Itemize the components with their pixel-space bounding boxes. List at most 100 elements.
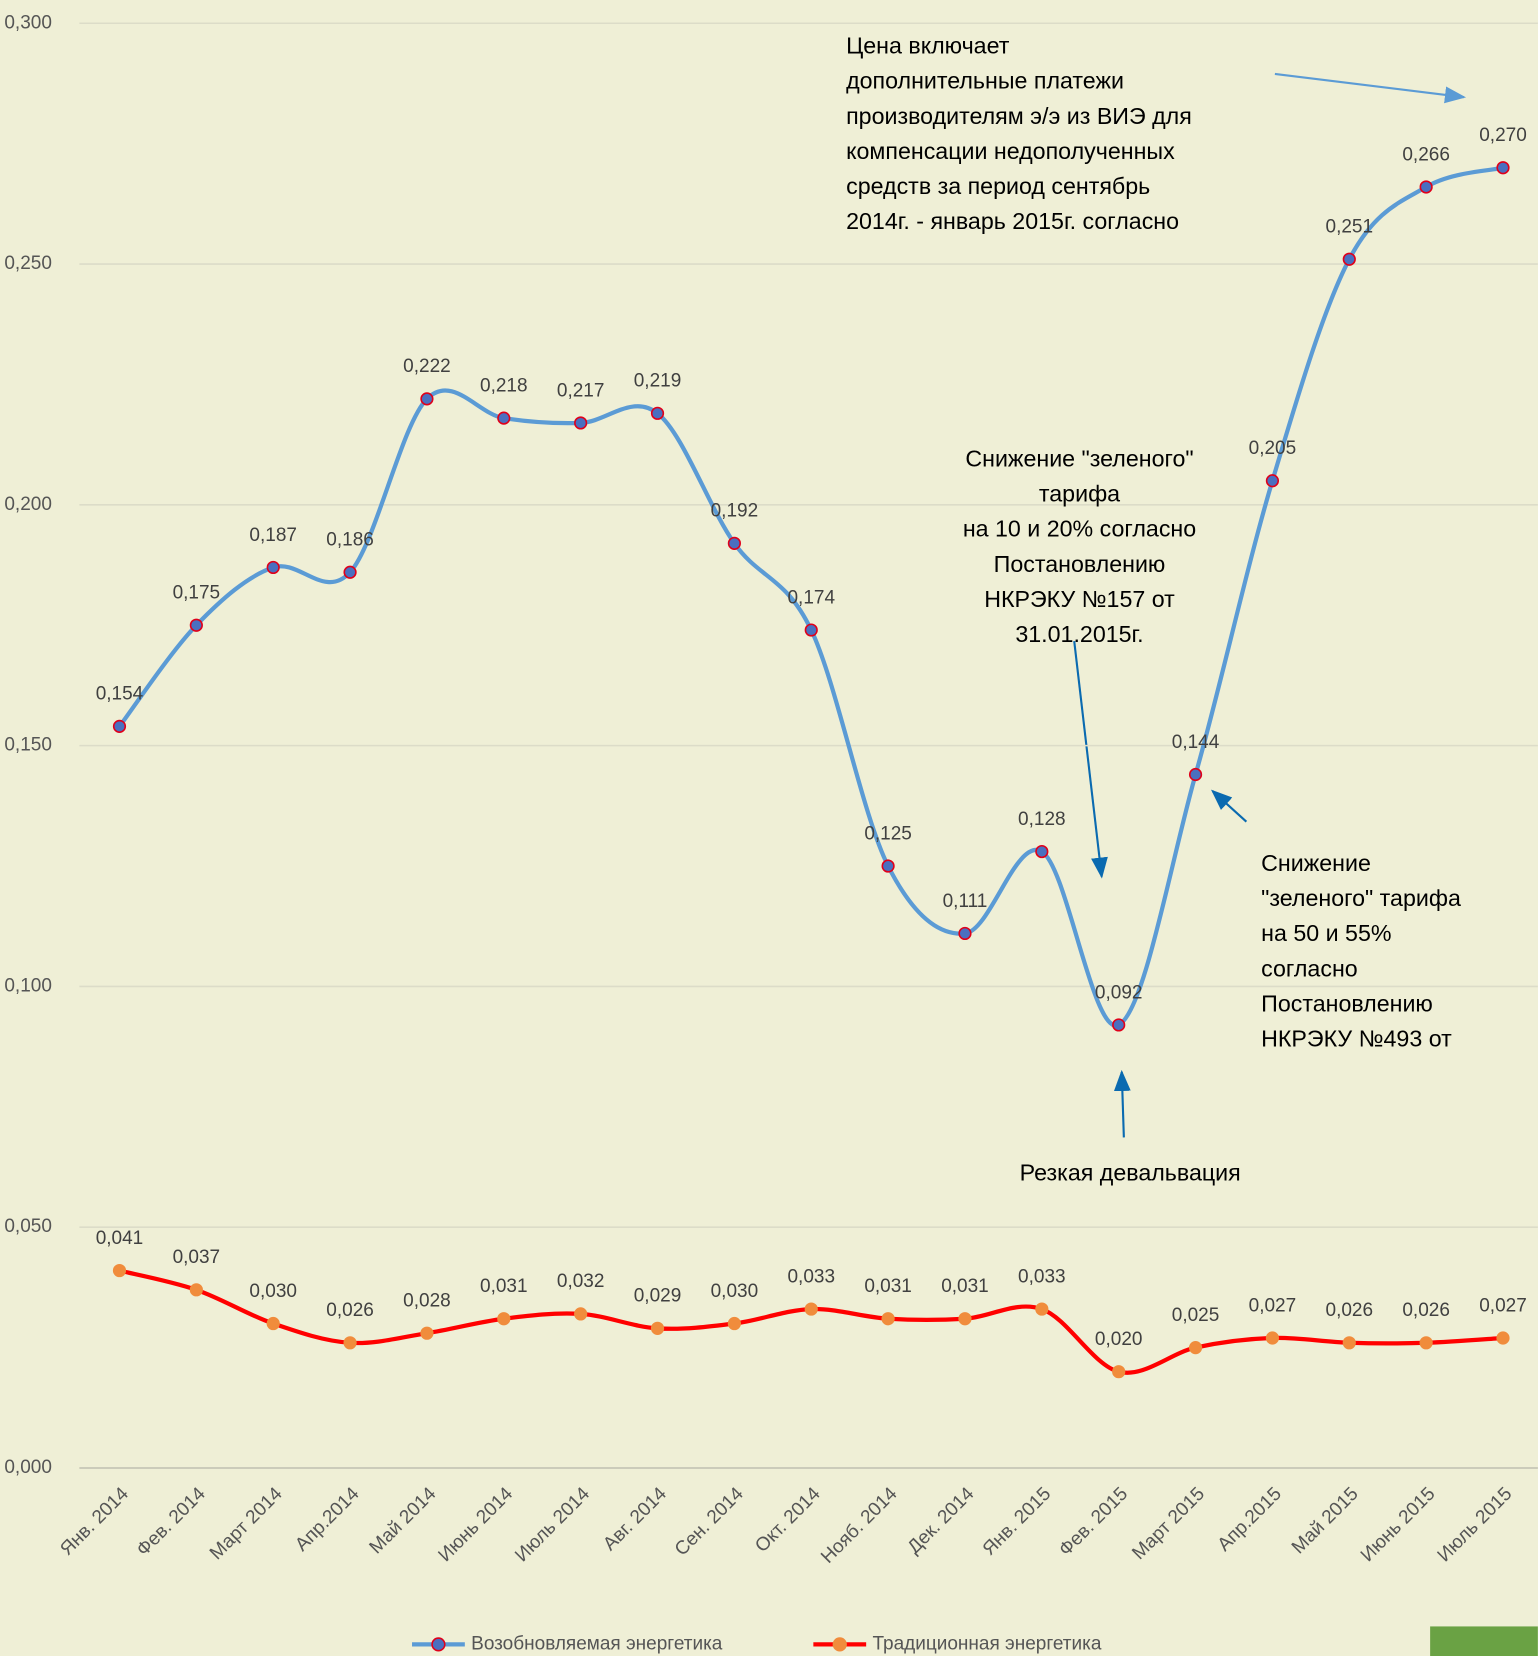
annotation: на 10 и 20% согласно [963, 516, 1196, 542]
y-tick-label: 0,200 [4, 494, 52, 515]
legend-marker [431, 1637, 446, 1652]
legend-marker [832, 1637, 847, 1652]
annotation: тарифа [1039, 481, 1120, 507]
point [1496, 1331, 1510, 1345]
point [189, 1283, 203, 1297]
data-label: 0,219 [634, 371, 682, 392]
data-label: 0,186 [326, 530, 374, 551]
decoration [1430, 1626, 1538, 1656]
point [497, 1312, 511, 1326]
annotation: дополнительные платежи [846, 68, 1124, 94]
data-label: 0,031 [864, 1276, 912, 1297]
point [574, 1307, 588, 1321]
data-label: 0,020 [1095, 1329, 1143, 1350]
point [727, 1316, 741, 1331]
data-label: 0,125 [864, 823, 912, 844]
data-label: 0,187 [249, 525, 297, 546]
data-label: 0,266 [1402, 144, 1450, 165]
data-label: 0,031 [480, 1276, 528, 1297]
annotation: Снижение [1261, 850, 1371, 876]
point [804, 623, 818, 637]
annotation: "зеленого" тарифа [1261, 885, 1461, 911]
data-label: 0,027 [1249, 1295, 1297, 1316]
point [1496, 161, 1510, 175]
legend-label: Возобновляемая энергетика [471, 1633, 723, 1654]
point [1342, 1336, 1356, 1350]
point [1188, 1341, 1203, 1355]
point [958, 926, 972, 941]
data-label: 0,175 [173, 583, 221, 604]
y-tick-label: 0,300 [4, 12, 52, 33]
data-label: 0,092 [1095, 982, 1143, 1003]
data-label: 0,270 [1479, 125, 1527, 146]
data-label: 0,174 [787, 587, 835, 608]
data-label: 0,033 [1018, 1266, 1066, 1287]
data-label: 0,192 [711, 501, 759, 522]
data-label: 0,154 [96, 684, 144, 705]
point [958, 1312, 972, 1326]
point [650, 406, 665, 420]
y-tick-label: 0,250 [4, 253, 52, 274]
data-label: 0,029 [634, 1286, 682, 1307]
data-label: 0,033 [787, 1266, 835, 1287]
arrow [1274, 72, 1467, 104]
legend-label: Традиционная энергетика [873, 1633, 1102, 1654]
data-label: 0,205 [1249, 438, 1297, 459]
point [266, 1316, 280, 1331]
data-label: 0,217 [557, 380, 605, 401]
data-label: 0,030 [249, 1281, 297, 1302]
point [1112, 1365, 1126, 1379]
arrow [1073, 640, 1108, 879]
point [1265, 474, 1280, 488]
y-tick-label: 0,150 [4, 735, 52, 756]
annotation: НКРЭКУ №157 от [984, 586, 1175, 612]
point [1112, 1018, 1126, 1032]
annotation: на 50 и 55% [1261, 920, 1391, 946]
annotation: Снижение "зеленого" [965, 446, 1193, 472]
point [1419, 180, 1433, 194]
data-label: 0,031 [941, 1276, 989, 1297]
point [189, 618, 203, 632]
data-label: 0,027 [1479, 1295, 1527, 1316]
point [650, 1321, 665, 1335]
point [1342, 252, 1356, 266]
y-tick-label: 0,050 [4, 1216, 52, 1237]
data-label: 0,030 [711, 1281, 759, 1302]
y-tick-label: 0,000 [4, 1457, 52, 1478]
annotation: 2014г. - январь 2015г. согласно [846, 208, 1179, 234]
annotation: Постановлению [994, 551, 1166, 577]
data-label: 0,028 [403, 1290, 451, 1311]
y-tick-label: 0,100 [4, 975, 52, 996]
point [112, 719, 127, 733]
point [727, 536, 741, 550]
annotation: Резкая девальвация [1020, 1160, 1241, 1186]
data-label: 0,026 [1326, 1300, 1374, 1321]
series-line [117, 165, 1504, 1028]
data-label: 0,041 [96, 1228, 144, 1249]
point [420, 1326, 434, 1340]
point [1265, 1331, 1280, 1345]
annotation: 31.01.2015г. [1015, 621, 1143, 647]
point [343, 565, 357, 579]
annotation: компенсации недополученных [846, 138, 1175, 164]
point [1419, 1336, 1433, 1350]
annotation: производителям э/э из ВИЭ для [846, 103, 1192, 129]
arrow [1113, 1069, 1131, 1138]
point [1188, 767, 1203, 782]
data-label: 0,222 [403, 356, 451, 377]
point [1035, 844, 1049, 859]
data-label: 0,026 [326, 1300, 374, 1321]
point [1035, 1302, 1049, 1316]
point [497, 411, 511, 425]
data-label: 0,037 [173, 1247, 221, 1268]
data-label: 0,026 [1402, 1300, 1450, 1321]
data-label: 0,025 [1172, 1305, 1220, 1326]
annotation: Цена включает [846, 33, 1010, 59]
data-label: 0,251 [1326, 217, 1374, 238]
annotation: Постановлению [1261, 990, 1433, 1016]
point [266, 560, 280, 575]
annotation: согласно [1261, 955, 1358, 981]
